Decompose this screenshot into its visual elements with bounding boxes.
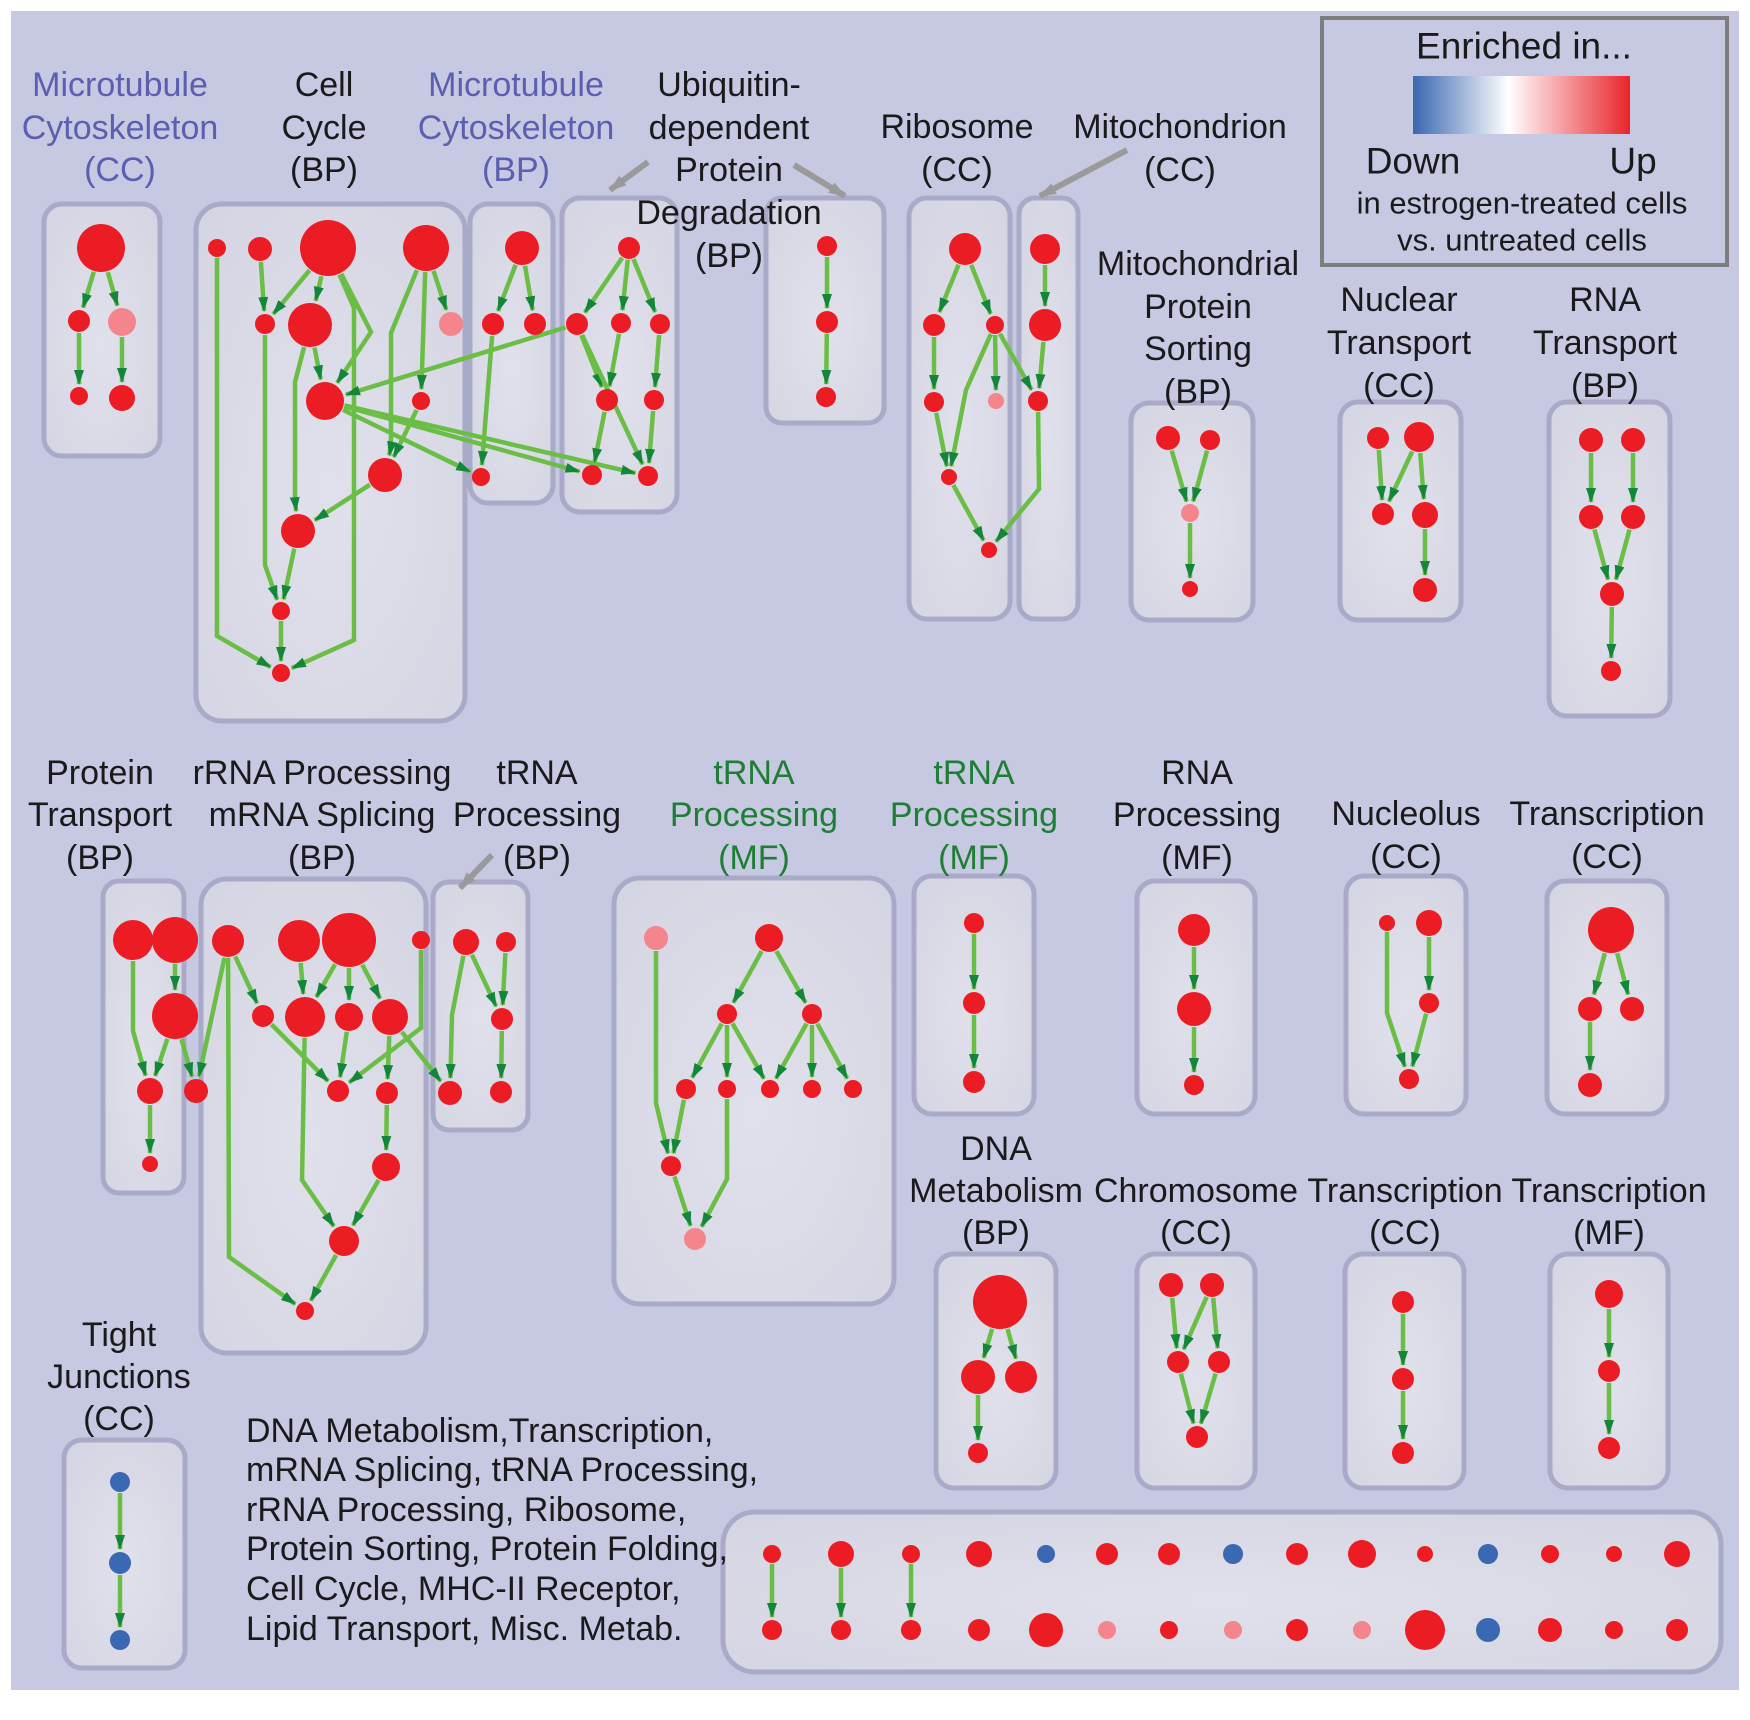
svg-text:Mitochondrial: Mitochondrial <box>1097 245 1299 283</box>
svg-text:RNA: RNA <box>1161 754 1233 792</box>
svg-text:(CC): (CC) <box>1144 151 1216 189</box>
svg-text:(BP): (BP) <box>962 1214 1030 1252</box>
svg-text:(MF): (MF) <box>1161 839 1233 877</box>
svg-text:Microtubule: Microtubule <box>32 66 208 104</box>
svg-text:rRNA Processing: rRNA Processing <box>193 754 452 792</box>
svg-text:tRNA: tRNA <box>933 754 1015 792</box>
svg-text:Ribosome: Ribosome <box>880 108 1033 146</box>
svg-text:Down: Down <box>1366 141 1461 182</box>
svg-text:(BP): (BP) <box>290 151 358 189</box>
svg-text:(BP): (BP) <box>482 151 550 189</box>
svg-text:tRNA: tRNA <box>713 754 795 792</box>
svg-text:Processing: Processing <box>670 796 838 834</box>
svg-text:(CC): (CC) <box>1370 838 1442 876</box>
svg-text:Junctions: Junctions <box>47 1358 191 1396</box>
svg-text:Microtubule: Microtubule <box>428 66 604 104</box>
svg-text:(BP): (BP) <box>288 839 356 877</box>
svg-text:rRNA Processing, Ribosome,: rRNA Processing, Ribosome, <box>246 1491 686 1529</box>
svg-text:(MF): (MF) <box>938 839 1010 877</box>
svg-text:Nucleolus: Nucleolus <box>1331 795 1480 833</box>
svg-text:DNA Metabolism,Transcription,: DNA Metabolism,Transcription, <box>246 1412 713 1450</box>
svg-text:Mitochondrion: Mitochondrion <box>1073 108 1287 146</box>
svg-text:Nuclear: Nuclear <box>1340 281 1457 319</box>
svg-text:Degradation: Degradation <box>636 194 821 232</box>
svg-text:Up: Up <box>1609 141 1656 182</box>
svg-text:Chromosome: Chromosome <box>1094 1172 1298 1210</box>
svg-text:Enriched in...: Enriched in... <box>1416 26 1632 67</box>
svg-text:Cycle: Cycle <box>281 109 366 147</box>
svg-text:(MF): (MF) <box>1573 1214 1645 1252</box>
svg-text:Tight: Tight <box>82 1316 157 1354</box>
svg-text:Protein: Protein <box>1144 288 1252 326</box>
svg-text:(CC): (CC) <box>1160 1214 1232 1252</box>
svg-text:(CC): (CC) <box>84 151 156 189</box>
svg-text:(CC): (CC) <box>83 1400 155 1438</box>
svg-text:(MF): (MF) <box>718 839 790 877</box>
svg-text:Transcription: Transcription <box>1509 795 1704 833</box>
svg-text:Processing: Processing <box>453 796 621 834</box>
svg-text:Sorting: Sorting <box>1144 330 1252 368</box>
svg-text:Protein: Protein <box>46 754 154 792</box>
svg-text:(CC): (CC) <box>921 151 993 189</box>
svg-text:(BP): (BP) <box>503 839 571 877</box>
svg-text:in estrogen-treated cells: in estrogen-treated cells <box>1357 186 1688 221</box>
svg-text:mRNA Splicing: mRNA Splicing <box>209 796 436 834</box>
svg-text:Metabolism: Metabolism <box>909 1172 1083 1210</box>
svg-text:Transcription: Transcription <box>1511 1172 1706 1210</box>
svg-text:(BP): (BP) <box>1571 367 1639 405</box>
svg-text:Transport: Transport <box>28 796 173 834</box>
svg-text:Protein: Protein <box>675 151 783 189</box>
svg-text:Cell: Cell <box>295 66 354 104</box>
svg-text:RNA: RNA <box>1569 281 1641 319</box>
svg-text:Transport: Transport <box>1327 324 1472 362</box>
svg-text:Cytoskeleton: Cytoskeleton <box>22 109 219 147</box>
svg-text:DNA: DNA <box>960 1130 1032 1168</box>
svg-text:mRNA Splicing, tRNA Processing: mRNA Splicing, tRNA Processing, <box>246 1451 758 1489</box>
svg-text:(CC): (CC) <box>1363 367 1435 405</box>
svg-text:Processing: Processing <box>1113 796 1281 834</box>
svg-text:Cell Cycle, MHC-II Receptor,: Cell Cycle, MHC-II Receptor, <box>246 1570 681 1608</box>
svg-text:tRNA: tRNA <box>496 754 578 792</box>
svg-text:(CC): (CC) <box>1369 1214 1441 1252</box>
svg-text:Cytoskeleton: Cytoskeleton <box>418 109 615 147</box>
svg-text:Transport: Transport <box>1533 324 1678 362</box>
svg-text:vs. untreated cells: vs. untreated cells <box>1397 223 1647 258</box>
svg-text:Processing: Processing <box>890 796 1058 834</box>
svg-text:(BP): (BP) <box>66 839 134 877</box>
svg-text:dependent: dependent <box>649 109 810 147</box>
svg-text:Transcription: Transcription <box>1307 1172 1502 1210</box>
svg-text:(CC): (CC) <box>1571 838 1643 876</box>
svg-text:Protein Sorting, Protein Foldi: Protein Sorting, Protein Folding, <box>246 1530 728 1568</box>
svg-text:Ubiquitin-: Ubiquitin- <box>657 66 801 104</box>
svg-text:Lipid Transport, Misc. Metab.: Lipid Transport, Misc. Metab. <box>246 1610 683 1648</box>
svg-text:(BP): (BP) <box>695 237 763 275</box>
svg-text:(BP): (BP) <box>1164 373 1232 411</box>
